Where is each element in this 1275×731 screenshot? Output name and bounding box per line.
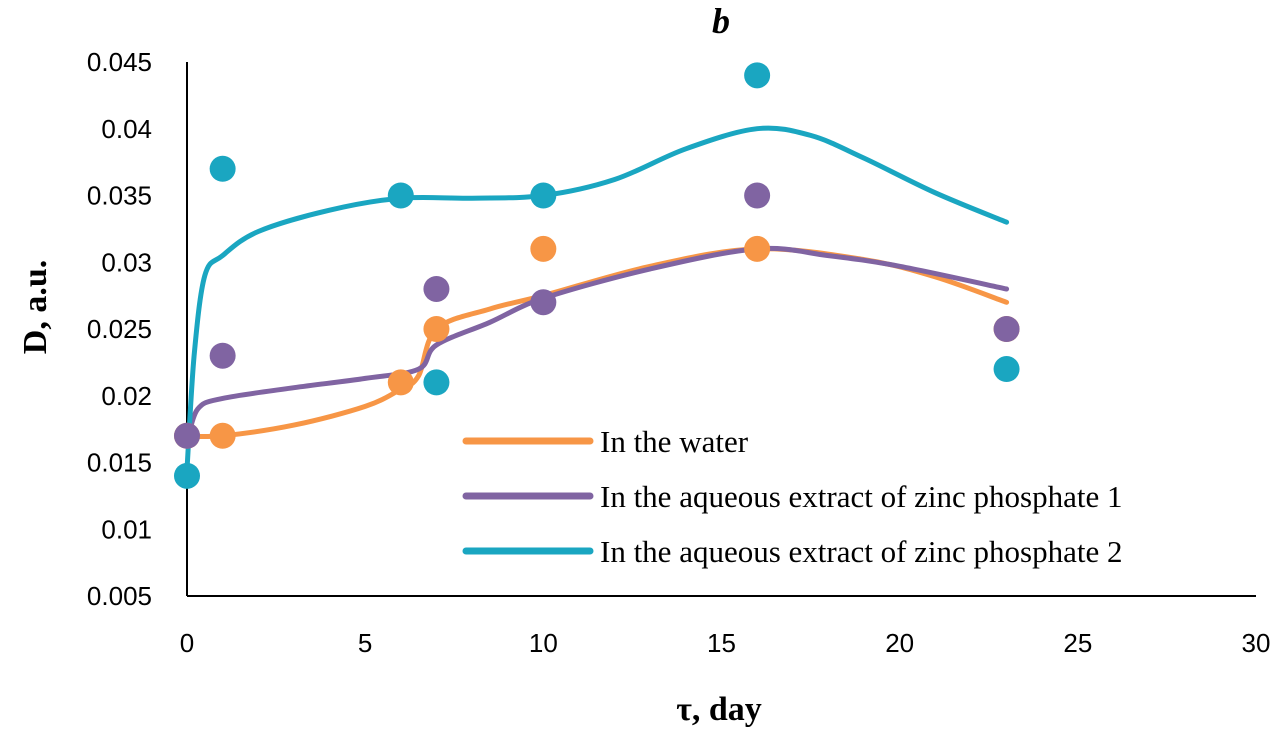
trend-line-in-the-water xyxy=(184,246,1010,440)
data-point-in-the-aqueous-extract-of-zinc-phosphate-1 xyxy=(423,275,450,302)
chart-title: b xyxy=(712,1,730,41)
legend-item-water: In the water xyxy=(462,424,749,459)
data-point-in-the-aqueous-extract-of-zinc-phosphate-2 xyxy=(993,356,1020,383)
x-tick-label: 15 xyxy=(707,628,736,658)
y-tick-label: 0.045 xyxy=(87,47,152,77)
y-tick-label: 0.03 xyxy=(101,247,152,277)
y-tick-label: 0.01 xyxy=(101,514,152,544)
x-tick-label: 10 xyxy=(529,628,558,658)
data-point-in-the-aqueous-extract-of-zinc-phosphate-1 xyxy=(744,182,771,209)
data-point-in-the-aqueous-extract-of-zinc-phosphate-1 xyxy=(174,422,200,449)
y-tick-label: 0.02 xyxy=(101,381,152,411)
data-point-in-the-water xyxy=(209,422,236,449)
x-tick-label: 25 xyxy=(1063,628,1092,658)
data-point-in-the-aqueous-extract-of-zinc-phosphate-2 xyxy=(174,462,200,489)
y-tick-label: 0.015 xyxy=(87,448,152,478)
data-points xyxy=(174,62,1020,489)
x-tick-label: 30 xyxy=(1242,628,1271,658)
legend-item-zinc-phosphate-2: In the aqueous extract of zinc phosphate… xyxy=(462,534,1123,569)
data-point-in-the-water xyxy=(423,316,450,342)
data-point-in-the-water xyxy=(744,235,771,262)
y-tick-label: 0.025 xyxy=(87,314,152,344)
y-axis-title: D, a.u. xyxy=(17,260,54,354)
x-tick-label: 0 xyxy=(180,628,194,658)
legend-label-zinc-phosphate-1: In the aqueous extract of zinc phosphate… xyxy=(600,479,1123,514)
y-tick-label: 0.005 xyxy=(87,581,152,611)
data-point-in-the-aqueous-extract-of-zinc-phosphate-2 xyxy=(744,62,771,89)
data-point-in-the-aqueous-extract-of-zinc-phosphate-2 xyxy=(423,369,450,396)
x-tick-label: 5 xyxy=(358,628,372,658)
data-point-in-the-aqueous-extract-of-zinc-phosphate-1 xyxy=(993,316,1020,342)
data-point-in-the-water xyxy=(530,235,557,262)
data-point-in-the-aqueous-extract-of-zinc-phosphate-1 xyxy=(209,342,236,369)
data-point-in-the-aqueous-extract-of-zinc-phosphate-2 xyxy=(530,182,557,209)
data-point-in-the-aqueous-extract-of-zinc-phosphate-1 xyxy=(530,289,557,316)
trend-line-in-the-aqueous-extract-of-zinc-phosphate-1 xyxy=(184,245,1010,445)
trend-line-in-the-aqueous-extract-of-zinc-phosphate-2 xyxy=(184,125,1010,472)
x-tick-labels: 0 5 10 15 20 25 30 xyxy=(180,628,1271,658)
y-tick-labels: 0.005 0.01 0.015 0.02 0.025 0.03 0.035 0.04 0.04… xyxy=(87,47,152,611)
y-tick-label: 0.04 xyxy=(101,114,152,144)
data-point-in-the-aqueous-extract-of-zinc-phosphate-2 xyxy=(209,155,236,182)
legend-item-zinc-phosphate-1: In the aqueous extract of zinc phosphate… xyxy=(462,479,1123,514)
trend-lines xyxy=(184,125,1010,472)
y-tick-label: 0.035 xyxy=(87,181,152,211)
legend-label-water: In the water xyxy=(600,424,749,459)
legend-label-zinc-phosphate-2: In the aqueous extract of zinc phosphate… xyxy=(600,534,1123,569)
data-point-in-the-aqueous-extract-of-zinc-phosphate-2 xyxy=(387,182,414,209)
data-point-in-the-water xyxy=(387,369,414,396)
x-tick-label: 20 xyxy=(885,628,914,658)
x-axis-title: τ, day xyxy=(676,691,762,728)
legend: In the water In the aqueous extract of z… xyxy=(462,424,1123,569)
